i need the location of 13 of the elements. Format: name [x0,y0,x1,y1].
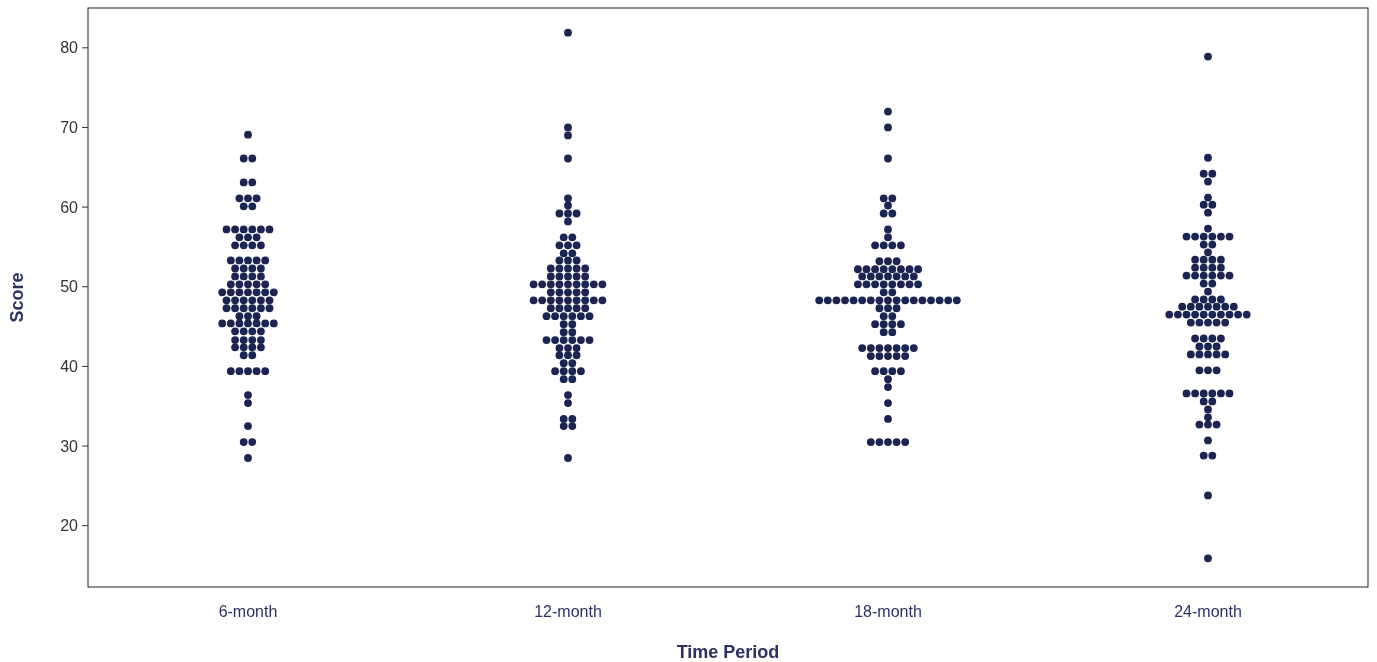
x-tick-label: 12-month [534,603,602,620]
x-tick-label: 18-month [854,603,922,620]
x-tick-label: 24-month [1174,603,1242,620]
y-tick-label: 40 [60,357,79,375]
y-tick-label: 50 [60,278,79,296]
y-tick-label: 20 [60,517,79,535]
y-tick-label: 70 [60,119,79,137]
y-axis-title: Score [7,272,27,323]
x-axis-title: Time Period [676,642,780,662]
y-tick-label: 60 [60,198,79,216]
x-tick-label: 6-month [218,603,278,620]
y-tick-label: 30 [60,437,79,455]
y-tick-label: 80 [60,39,79,57]
